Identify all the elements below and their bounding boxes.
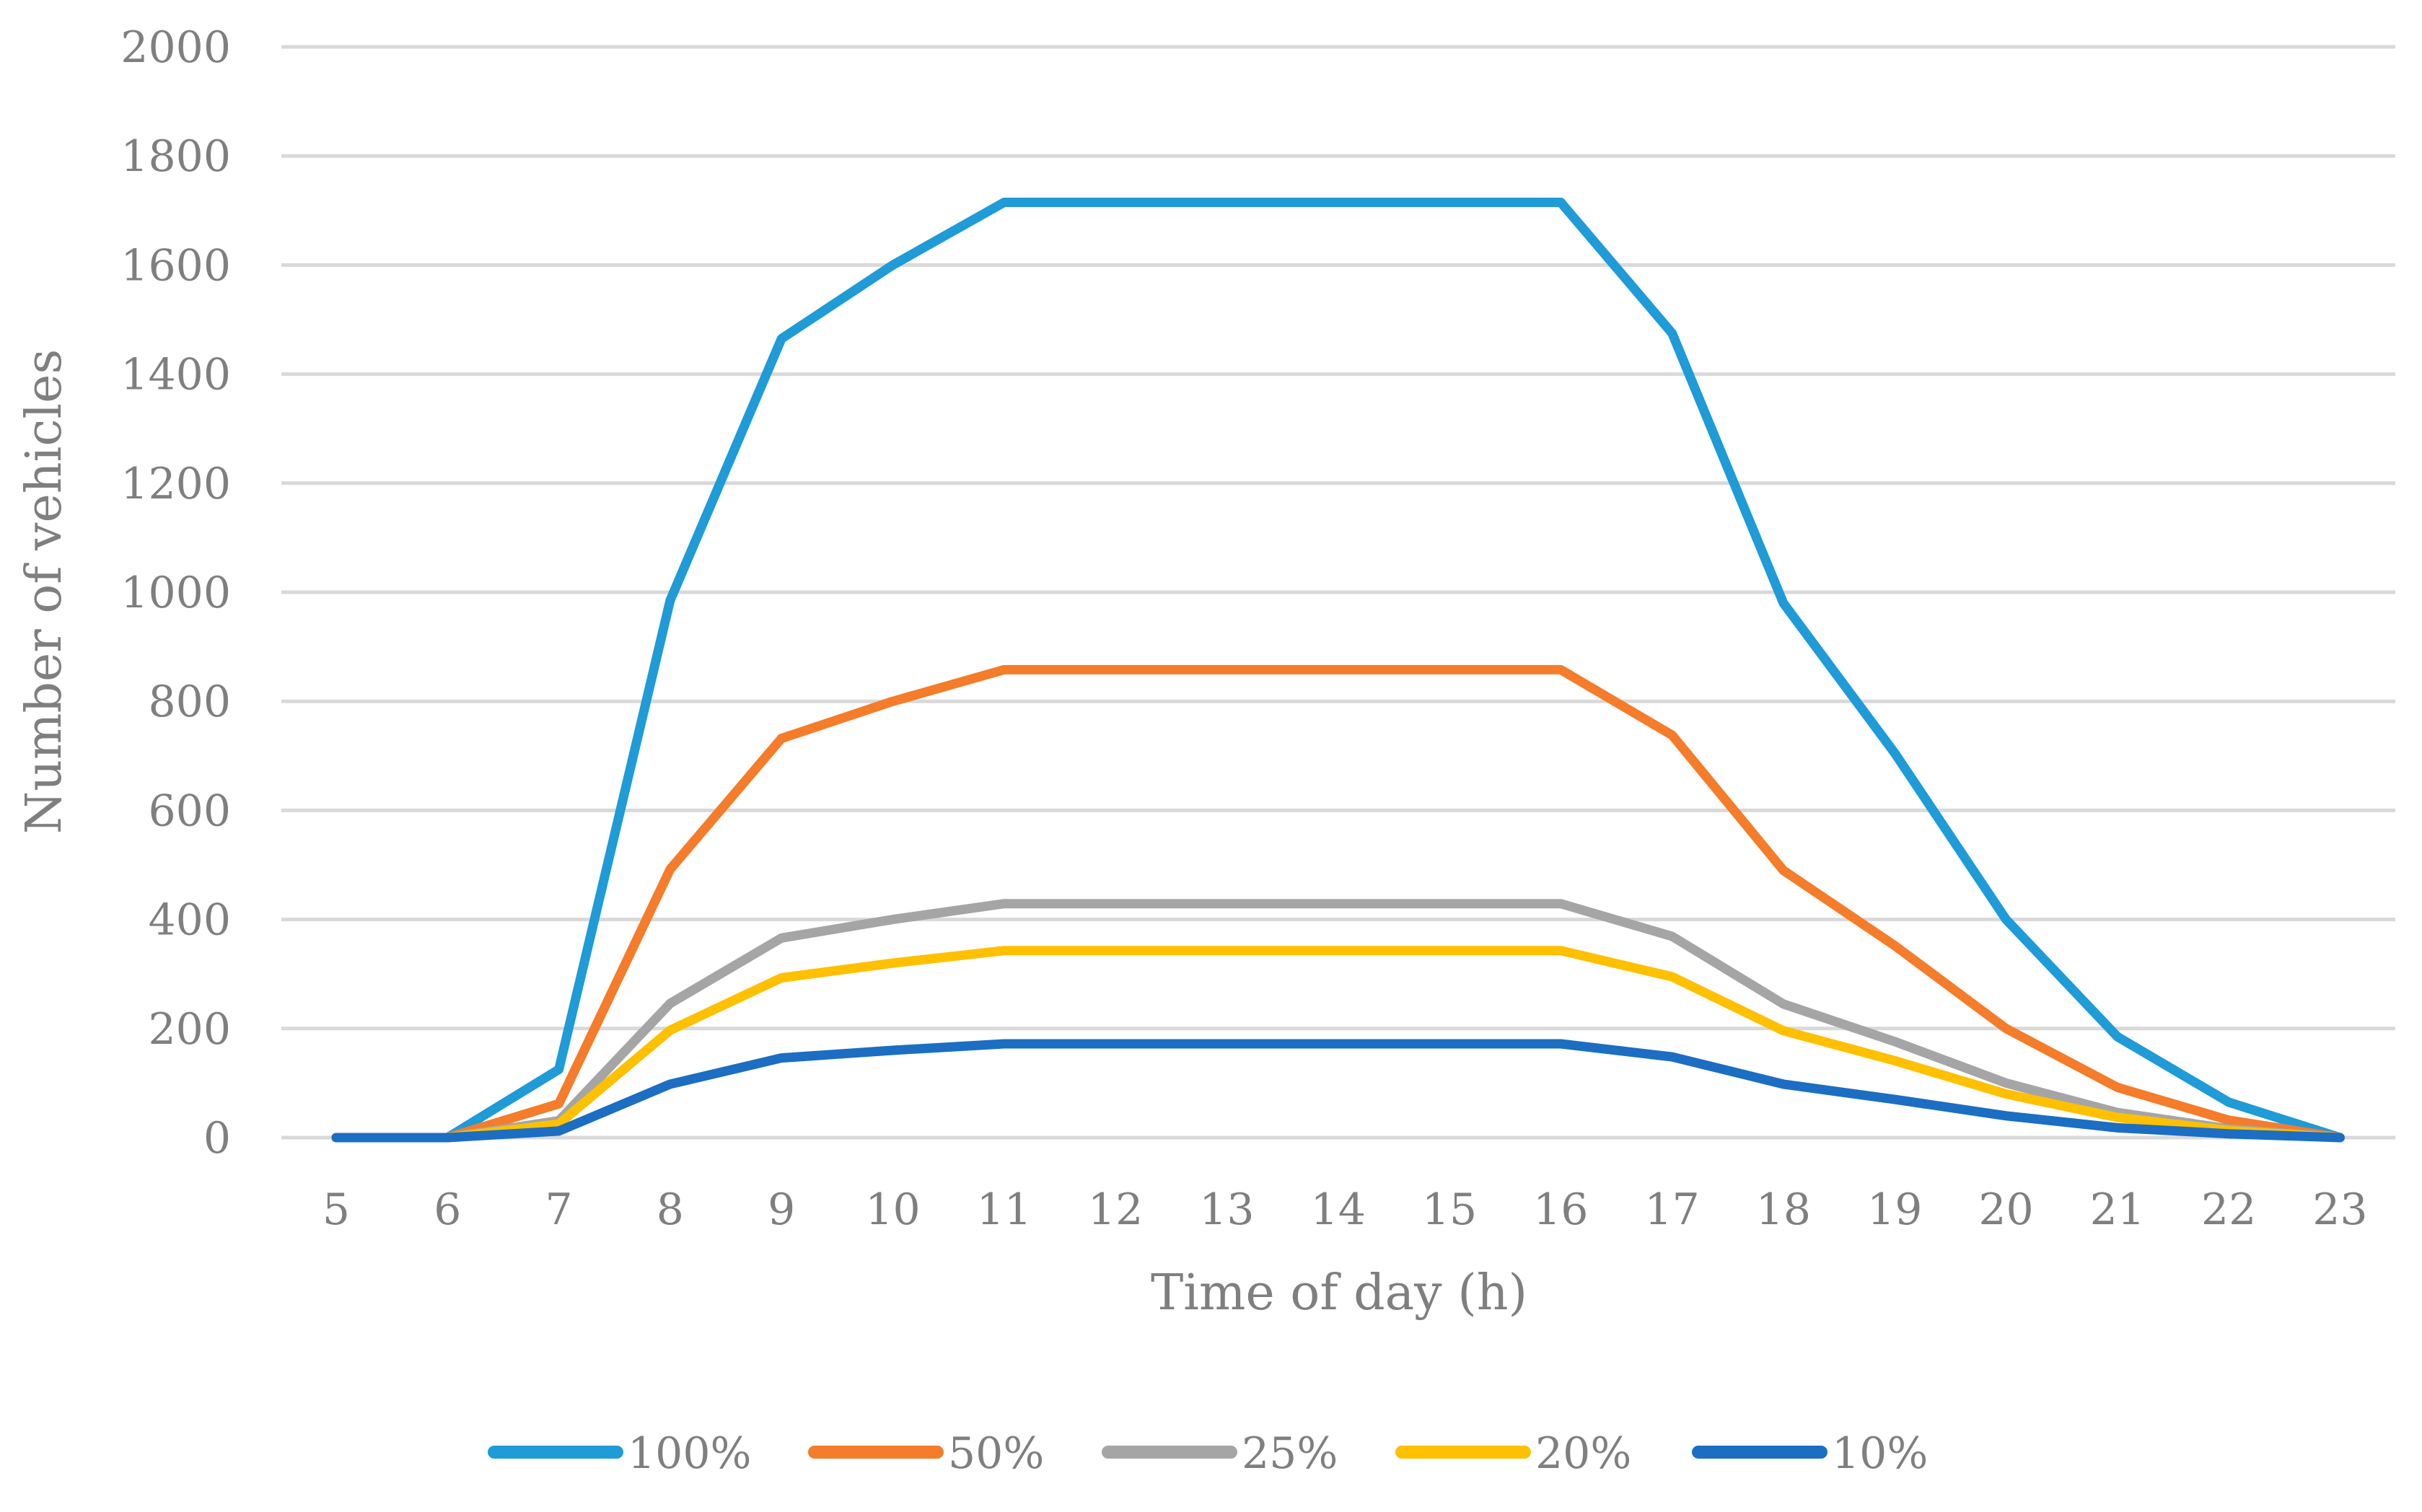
- y-tick-label: 0: [203, 1113, 231, 1164]
- x-tick-label: 22: [2201, 1184, 2256, 1235]
- x-tick-label: 17: [1644, 1184, 1699, 1235]
- series-line-50pct: [331, 664, 2345, 1143]
- legend-label: 10%: [1832, 1428, 1928, 1479]
- legend-label: 50%: [948, 1428, 1044, 1479]
- x-tick-label: 8: [657, 1184, 684, 1235]
- legend-label: 100%: [628, 1428, 752, 1479]
- x-tick-label: 12: [1088, 1184, 1143, 1235]
- series-line-25pct: [331, 899, 2345, 1143]
- legend-item: 25%: [1102, 1428, 1338, 1479]
- y-tick-label: 800: [148, 677, 231, 727]
- legend-item: 10%: [1692, 1428, 1928, 1479]
- y-tick-label: 1400: [120, 350, 231, 400]
- series-line-100pct: [331, 198, 2345, 1143]
- gridlines: [281, 45, 2395, 1140]
- x-tick-label: 18: [1756, 1184, 1811, 1235]
- x-tick-label: 6: [434, 1184, 461, 1235]
- x-tick-label: 16: [1533, 1184, 1588, 1235]
- legend-item: 50%: [808, 1428, 1044, 1479]
- y-tick-label: 400: [148, 895, 231, 946]
- legend: 100% 50% 25% 20% 10%: [488, 1428, 1928, 1479]
- series-lines: [331, 198, 2345, 1143]
- y-tick-label: 200: [148, 1004, 231, 1055]
- y-tick-label: 1000: [120, 568, 231, 618]
- y-axis-title: Number of vehicles: [16, 349, 73, 835]
- x-tick-label: 11: [977, 1184, 1032, 1235]
- y-tick-label: 600: [148, 786, 231, 836]
- legend-label: 25%: [1242, 1428, 1338, 1479]
- x-tick-label: 15: [1422, 1184, 1477, 1235]
- x-tick-label: 14: [1311, 1184, 1366, 1235]
- x-tick-label: 7: [545, 1184, 573, 1235]
- y-tick-label: 1800: [120, 131, 231, 182]
- series-line-20pct: [331, 946, 2345, 1143]
- x-tick-label: 21: [2090, 1184, 2145, 1235]
- x-tick-label: 10: [865, 1184, 920, 1235]
- legend-item: 100%: [488, 1428, 752, 1479]
- x-tick-label: 13: [1199, 1184, 1254, 1235]
- x-axis-title: Time of day (h): [1151, 1265, 1527, 1322]
- legend-label: 20%: [1535, 1428, 1631, 1479]
- y-tick-label: 1600: [120, 240, 231, 291]
- x-tick-label: 23: [2312, 1184, 2367, 1235]
- y-tick-label: 2000: [120, 22, 231, 73]
- x-axis-ticks: 5 6 7 8 9 10 11 12 13 14 15 16 17 18 19 20 21 22 23: [323, 1184, 2368, 1235]
- y-axis-ticks: 0 200 400 600 800 1000 1200 1400 1600 1800 2000: [120, 22, 231, 1164]
- x-tick-label: 5: [323, 1184, 350, 1235]
- y-tick-label: 1200: [120, 459, 231, 509]
- x-tick-label: 19: [1867, 1184, 1922, 1235]
- x-tick-label: 9: [768, 1184, 795, 1235]
- x-tick-label: 20: [1978, 1184, 2033, 1235]
- legend-item: 20%: [1395, 1428, 1631, 1479]
- series-line-10pct: [331, 1039, 2345, 1143]
